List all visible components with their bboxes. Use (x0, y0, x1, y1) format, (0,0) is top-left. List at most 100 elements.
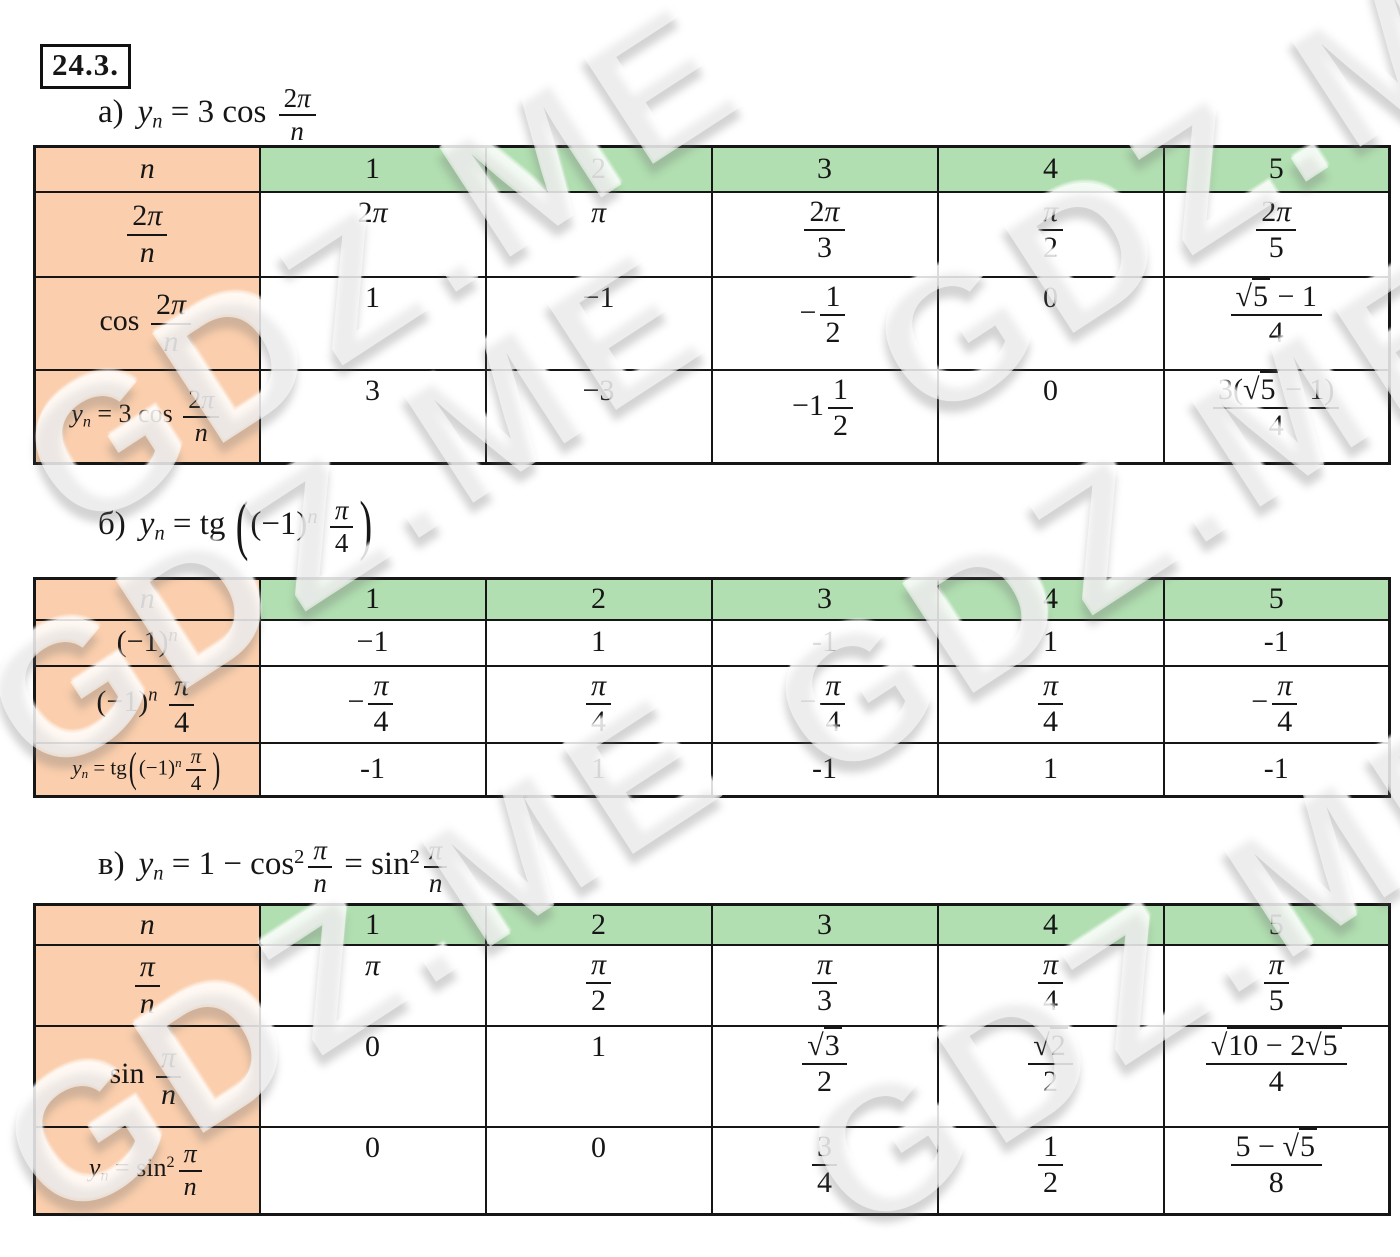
value-cell: −1 (258, 618, 487, 667)
fraction: 3(√5 − 1) 4 (1213, 370, 1340, 442)
value-cell: −1 (484, 275, 713, 371)
part-b-formula: б) yn = tg ((−1)n π 4) (98, 489, 374, 564)
value-cell: 0 (258, 1024, 487, 1128)
part-a-equation: yn = 3 cos 2π n (138, 84, 320, 146)
column-header: 1 (258, 903, 487, 946)
value-cell: √10 − 2√5 4 (1162, 1024, 1391, 1128)
part-a-label: а) (98, 94, 124, 131)
value-cell: − π 4 (1162, 664, 1391, 744)
column-header: 1 (258, 577, 487, 621)
part-b-label: б) (98, 506, 126, 543)
problem-number: 24.3. (40, 44, 131, 89)
fraction: 2π n (278, 84, 316, 146)
column-header: 1 (258, 145, 487, 193)
value-cell: −1 2 (710, 275, 939, 371)
column-header: 5 (1162, 145, 1391, 193)
fraction: 2π n (150, 289, 192, 357)
part-c-equation: yn = 1 − cos2 π n = sin2 π n (139, 836, 452, 898)
corner-cell: n (33, 145, 261, 193)
column-header: 4 (936, 145, 1165, 193)
value-cell: 0 (936, 275, 1165, 371)
value-cell: -1 (710, 618, 939, 667)
sqrt-radical: √5 (1243, 370, 1278, 406)
sqrt-radical: √2 (1033, 1026, 1068, 1062)
sqrt-radical: √3 (807, 1026, 842, 1062)
value-cell: − π 4 (710, 664, 939, 744)
value-cell: -1 (710, 741, 939, 798)
value-cell: 0 (484, 1125, 713, 1216)
sqrt-radical: √5 (1282, 1127, 1317, 1163)
value-cell: − π 4 (258, 664, 487, 744)
sqrt-radical: √5 (1305, 1026, 1340, 1062)
value-cell: √2 2 (936, 1024, 1165, 1128)
part-c-label: в) (98, 846, 125, 883)
column-header: 5 (1162, 903, 1391, 946)
row-label: 2π n (33, 190, 261, 278)
value-cell: 2π 5 (1162, 190, 1391, 278)
value-cell: 0 (258, 1125, 487, 1216)
column-header: 4 (936, 577, 1165, 621)
column-header: 4 (936, 903, 1165, 946)
fraction: √10 − 2√5 4 (1205, 1026, 1347, 1098)
value-cell: −3 (484, 368, 713, 465)
value-cell: √3 2 (710, 1024, 939, 1128)
value-cell: 2π (258, 190, 487, 278)
fraction: √3 2 (802, 1026, 847, 1098)
value-cell: −1 1 2 (710, 368, 939, 465)
value-cell: -1 (258, 741, 487, 798)
column-header: 3 (710, 145, 939, 193)
part-b-equation: yn = tg ((−1)n π 4) (139, 489, 373, 564)
value-cell: 0 (936, 368, 1165, 465)
sqrt-radical: √10 − 2√5 (1211, 1026, 1342, 1062)
fraction: 2π 5 (1256, 195, 1297, 264)
table-b: n 1 2 3 4 5 (−1)n −1 1 -1 1 -1 (−1)n π 4− π 4 π 4− π 4 π 4− π 4… (33, 577, 1391, 798)
value-cell: 1 (936, 741, 1165, 798)
fraction: 2π n (183, 386, 220, 446)
row-label: yn = tg((−1)n π 4) (33, 741, 261, 798)
value-cell: 3(√5 − 1) 4 (1162, 368, 1391, 465)
table-a: n 1 2 3 4 5 2π n 2π π 2π 3 π 2 2π 5 cos 2π n 1 −1−1 2 0 √5 − 1… (33, 145, 1391, 465)
value-cell: 3 (258, 368, 487, 465)
value-cell: 2π 3 (710, 190, 939, 278)
fraction: √2 2 (1028, 1026, 1073, 1098)
row-label: (−1)n (33, 618, 261, 667)
column-header: 3 (710, 903, 939, 946)
column-header: 3 (710, 577, 939, 621)
value-cell: 1 (484, 618, 713, 667)
value-cell: 5 − √5 8 (1162, 1125, 1391, 1216)
part-c-formula: в) yn = 1 − cos2 π n = sin2 π n (98, 836, 451, 898)
column-header: 5 (1162, 577, 1391, 621)
column-header: 2 (484, 903, 713, 946)
table-c: n 1 2 3 4 5 π n π π 2 π 3 π 4 π 5 sin π n 0 1 √3 2 √2 2 √10 − 2√5… (33, 903, 1391, 1216)
row-label: yn = 3 cos 2π n (33, 368, 261, 465)
row-label: cos 2π n (33, 275, 261, 371)
